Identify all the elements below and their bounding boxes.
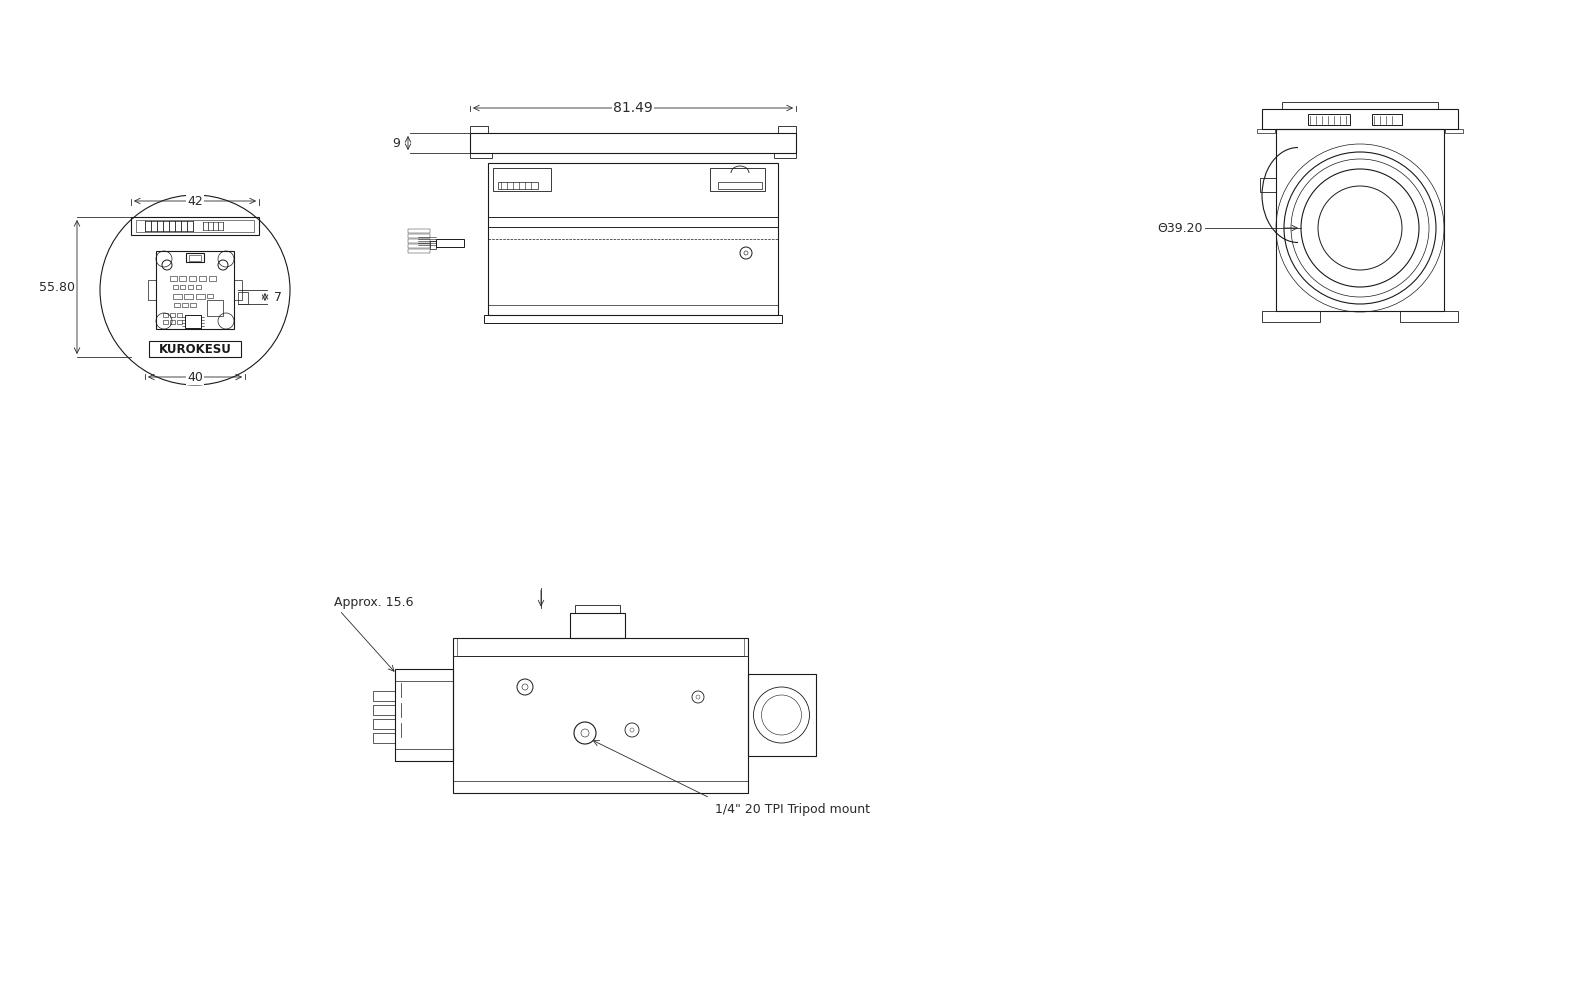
Bar: [1262, 109, 1457, 129]
Bar: [575, 605, 619, 613]
Bar: [190, 303, 196, 307]
Bar: [456, 637, 743, 655]
Bar: [188, 276, 195, 281]
Bar: [173, 294, 182, 299]
Text: Approx. 15.6: Approx. 15.6: [334, 596, 413, 609]
Bar: [195, 294, 204, 299]
Bar: [1258, 129, 1275, 133]
Bar: [748, 674, 816, 756]
Bar: [169, 313, 174, 317]
Bar: [184, 294, 193, 299]
Bar: [1259, 178, 1277, 192]
Bar: [1308, 114, 1350, 125]
Bar: [409, 229, 429, 233]
Bar: [169, 320, 174, 324]
Bar: [436, 239, 464, 247]
Bar: [147, 280, 155, 300]
Bar: [470, 126, 488, 133]
Text: 7: 7: [274, 291, 282, 304]
Bar: [182, 303, 188, 307]
Bar: [394, 669, 453, 761]
Text: 9: 9: [393, 136, 399, 149]
Bar: [488, 163, 778, 315]
Bar: [131, 217, 260, 235]
Bar: [187, 285, 193, 289]
Bar: [163, 320, 168, 324]
Bar: [1262, 311, 1319, 322]
Bar: [493, 168, 551, 191]
Bar: [209, 276, 215, 281]
Bar: [409, 234, 429, 238]
Bar: [710, 168, 765, 191]
Bar: [488, 217, 778, 227]
Text: KUROKESU: KUROKESU: [158, 343, 231, 356]
Bar: [238, 292, 249, 304]
Bar: [372, 719, 394, 729]
Bar: [173, 285, 177, 289]
Bar: [179, 285, 184, 289]
Bar: [195, 285, 201, 289]
Text: 55.80: 55.80: [40, 281, 74, 294]
Bar: [179, 276, 185, 281]
Bar: [208, 300, 223, 316]
Bar: [208, 294, 212, 298]
Bar: [136, 220, 253, 232]
Text: Θ39.20: Θ39.20: [1158, 221, 1202, 234]
Bar: [485, 315, 782, 323]
Bar: [185, 315, 201, 328]
Bar: [775, 153, 797, 158]
Bar: [1445, 129, 1464, 133]
Text: 40: 40: [187, 371, 203, 383]
Bar: [185, 253, 204, 262]
Bar: [470, 153, 493, 158]
Text: 42: 42: [187, 194, 203, 207]
Bar: [1400, 311, 1457, 322]
Bar: [163, 313, 168, 317]
Bar: [429, 241, 436, 249]
Bar: [570, 613, 626, 637]
Bar: [1372, 114, 1402, 125]
Bar: [372, 691, 394, 701]
Bar: [155, 251, 234, 329]
Bar: [1281, 102, 1438, 109]
Bar: [198, 276, 206, 281]
Bar: [1277, 129, 1445, 311]
Bar: [497, 182, 539, 189]
Text: 1/4" 20 TPI Tripod mount: 1/4" 20 TPI Tripod mount: [714, 804, 870, 817]
Bar: [174, 303, 181, 307]
Bar: [409, 244, 429, 248]
Bar: [149, 341, 241, 357]
Bar: [718, 182, 762, 189]
Bar: [372, 733, 394, 743]
Bar: [234, 280, 242, 300]
Text: 81.49: 81.49: [613, 101, 653, 115]
Bar: [372, 705, 394, 715]
Bar: [169, 276, 176, 281]
Bar: [188, 255, 201, 261]
Bar: [409, 249, 429, 253]
Bar: [177, 320, 182, 324]
Bar: [778, 126, 797, 133]
Bar: [177, 313, 182, 317]
Bar: [453, 637, 748, 793]
Bar: [409, 239, 429, 243]
Bar: [470, 133, 797, 153]
